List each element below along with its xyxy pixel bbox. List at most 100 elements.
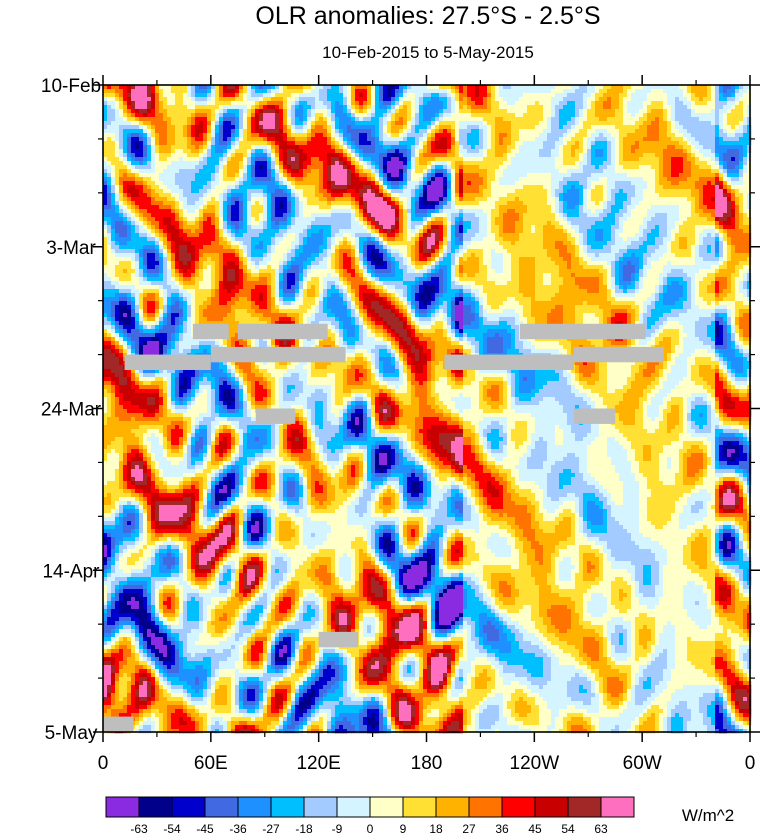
anomaly-cell (683, 173, 688, 178)
anomaly-cell (447, 129, 452, 134)
anomaly-cell (723, 117, 728, 122)
anomaly-cell (387, 197, 392, 202)
anomaly-cell (427, 201, 432, 206)
anomaly-cell (607, 153, 612, 158)
anomaly-cell (207, 181, 212, 186)
anomaly-cell (599, 157, 604, 162)
anomaly-cell (207, 125, 212, 130)
anomaly-cell (159, 133, 164, 138)
anomaly-cell (579, 181, 584, 186)
anomaly-cell (319, 169, 324, 174)
anomaly-cell (467, 145, 472, 150)
anomaly-cell (599, 125, 604, 130)
anomaly-cell (151, 113, 156, 118)
anomaly-cell (599, 89, 604, 94)
anomaly-cell (191, 169, 196, 174)
anomaly-cell (451, 141, 456, 146)
anomaly-cell (459, 113, 464, 118)
anomaly-cell (451, 121, 456, 126)
anomaly-cell (135, 149, 140, 154)
anomaly-cell (731, 93, 736, 98)
anomaly-cell (255, 177, 260, 182)
anomaly-cell (731, 153, 736, 158)
anomaly-cell (599, 185, 604, 190)
anomaly-cell (271, 181, 276, 186)
anomaly-cell (191, 161, 196, 166)
anomaly-cell (419, 161, 424, 166)
anomaly-cell (351, 113, 356, 118)
anomaly-cell (399, 149, 404, 154)
anomaly-cell (443, 197, 448, 202)
anomaly-cell (231, 125, 236, 130)
anomaly-cell (171, 153, 176, 158)
anomaly-cell (467, 185, 472, 190)
anomaly-cell (395, 205, 400, 210)
anomaly-cell (507, 205, 512, 210)
anomaly-cell (175, 117, 180, 122)
anomaly-cell (447, 189, 452, 194)
anomaly-cell (255, 161, 260, 166)
anomaly-cell (399, 165, 404, 170)
anomaly-cell (143, 117, 148, 122)
anomaly-cell (367, 113, 372, 118)
anomaly-cell (271, 157, 276, 162)
anomaly-cell (743, 109, 748, 114)
anomaly-cell (407, 201, 412, 206)
anomaly-cell (659, 201, 664, 206)
anomaly-cell (747, 125, 752, 130)
anomaly-cell (363, 101, 368, 106)
anomaly-cell (347, 189, 352, 194)
anomaly-cell (487, 145, 492, 150)
anomaly-cell (251, 141, 256, 146)
anomaly-cell (195, 137, 200, 142)
anomaly-cell (391, 189, 396, 194)
anomaly-cell (323, 185, 328, 190)
anomaly-cell (487, 181, 492, 186)
anomaly-cell (511, 189, 516, 194)
anomaly-cell (295, 181, 300, 186)
anomaly-cell (179, 153, 184, 158)
anomaly-cell (451, 129, 456, 134)
anomaly-cell (623, 93, 628, 98)
anomaly-cell (659, 101, 664, 106)
anomaly-cell (287, 101, 292, 106)
anomaly-cell (715, 185, 720, 190)
anomaly-cell (495, 141, 500, 146)
anomaly-cell (687, 137, 692, 142)
anomaly-cell (211, 105, 216, 110)
anomaly-cell (691, 129, 696, 134)
anomaly-cell (287, 205, 292, 210)
anomaly-cell (643, 165, 648, 170)
anomaly-cell (115, 205, 120, 210)
anomaly-cell (179, 141, 184, 146)
anomaly-cell (431, 117, 436, 122)
anomaly-cell (391, 137, 396, 142)
anomaly-cell (335, 157, 340, 162)
anomaly-cell (391, 201, 396, 206)
anomaly-cell (215, 185, 220, 190)
anomaly-cell (399, 109, 404, 114)
anomaly-cell (167, 117, 172, 122)
anomaly-cell (591, 173, 596, 178)
anomaly-cell (411, 89, 416, 94)
anomaly-cell (727, 141, 732, 146)
anomaly-cell (199, 109, 204, 114)
anomaly-cell (583, 89, 588, 94)
anomaly-cell (639, 113, 644, 118)
anomaly-cell (143, 93, 148, 98)
anomaly-cell (255, 197, 260, 202)
anomaly-cell (411, 121, 416, 126)
anomaly-cell (163, 149, 168, 154)
anomaly-cell (551, 181, 556, 186)
anomaly-cell (359, 201, 364, 206)
anomaly-cell (507, 117, 512, 122)
anomaly-cell (379, 189, 384, 194)
anomaly-cell (243, 101, 248, 106)
anomaly-cell (611, 93, 616, 98)
anomaly-cell (631, 145, 636, 150)
anomaly-cell (659, 145, 664, 150)
anomaly-cell (403, 185, 408, 190)
anomaly-cell (611, 181, 616, 186)
anomaly-cell (395, 129, 400, 134)
anomaly-cell (291, 169, 296, 174)
